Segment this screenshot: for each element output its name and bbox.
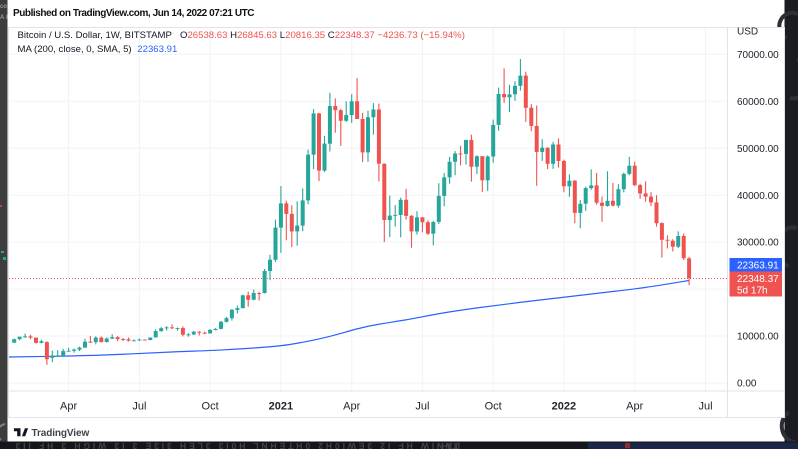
svg-text:22348.37: 22348.37 <box>737 274 779 285</box>
svg-text:USD: USD <box>737 27 758 38</box>
svg-text:Oct: Oct <box>485 401 502 413</box>
svg-text:Apr: Apr <box>343 401 360 413</box>
svg-text:70000.00: 70000.00 <box>737 50 779 61</box>
svg-text:Published on TradingView.com,: Published on TradingView.com, Jun 14, 20… <box>13 8 254 19</box>
svg-text:Apr: Apr <box>60 401 77 413</box>
svg-text:Jul: Jul <box>415 401 429 413</box>
svg-text:2022: 2022 <box>552 401 576 413</box>
svg-text:IT3H I: IT3H I <box>437 441 460 449</box>
svg-text:30000.00: 30000.00 <box>737 238 779 249</box>
svg-text:5d 17h: 5d 17h <box>737 286 768 297</box>
svg-text:Bitcoin / U.S. Dollar, 1W, BIT: Bitcoin / U.S. Dollar, 1W, BITSTAMP <box>18 30 172 41</box>
svg-text:MA (200, close, 0, SMA, 5) 223: MA (200, close, 0, SMA, 5) 22363.91 <box>18 44 178 55</box>
svg-text:40000.00: 40000.00 <box>737 191 779 202</box>
svg-text:50000.00: 50000.00 <box>737 144 779 155</box>
svg-text:22363.91: 22363.91 <box>737 260 779 271</box>
svg-text:60000.00: 60000.00 <box>737 97 779 108</box>
svg-text:Jul: Jul <box>132 401 146 413</box>
svg-text:Jul: Jul <box>698 401 712 413</box>
svg-text:TradingView: TradingView <box>32 428 90 439</box>
svg-text:0.00: 0.00 <box>737 379 757 390</box>
svg-text:Oct: Oct <box>202 401 219 413</box>
svg-text:A I: A I <box>0 15 8 21</box>
svg-text:2021: 2021 <box>269 401 293 413</box>
svg-text:co: co <box>0 4 7 10</box>
svg-text:Apr: Apr <box>626 401 643 413</box>
svg-text:O26538.63 H26845.63 L20816.35: O26538.63 H26845.63 L20816.35 C22348.37 … <box>180 30 465 41</box>
svg-text:10000.00: 10000.00 <box>737 332 779 343</box>
